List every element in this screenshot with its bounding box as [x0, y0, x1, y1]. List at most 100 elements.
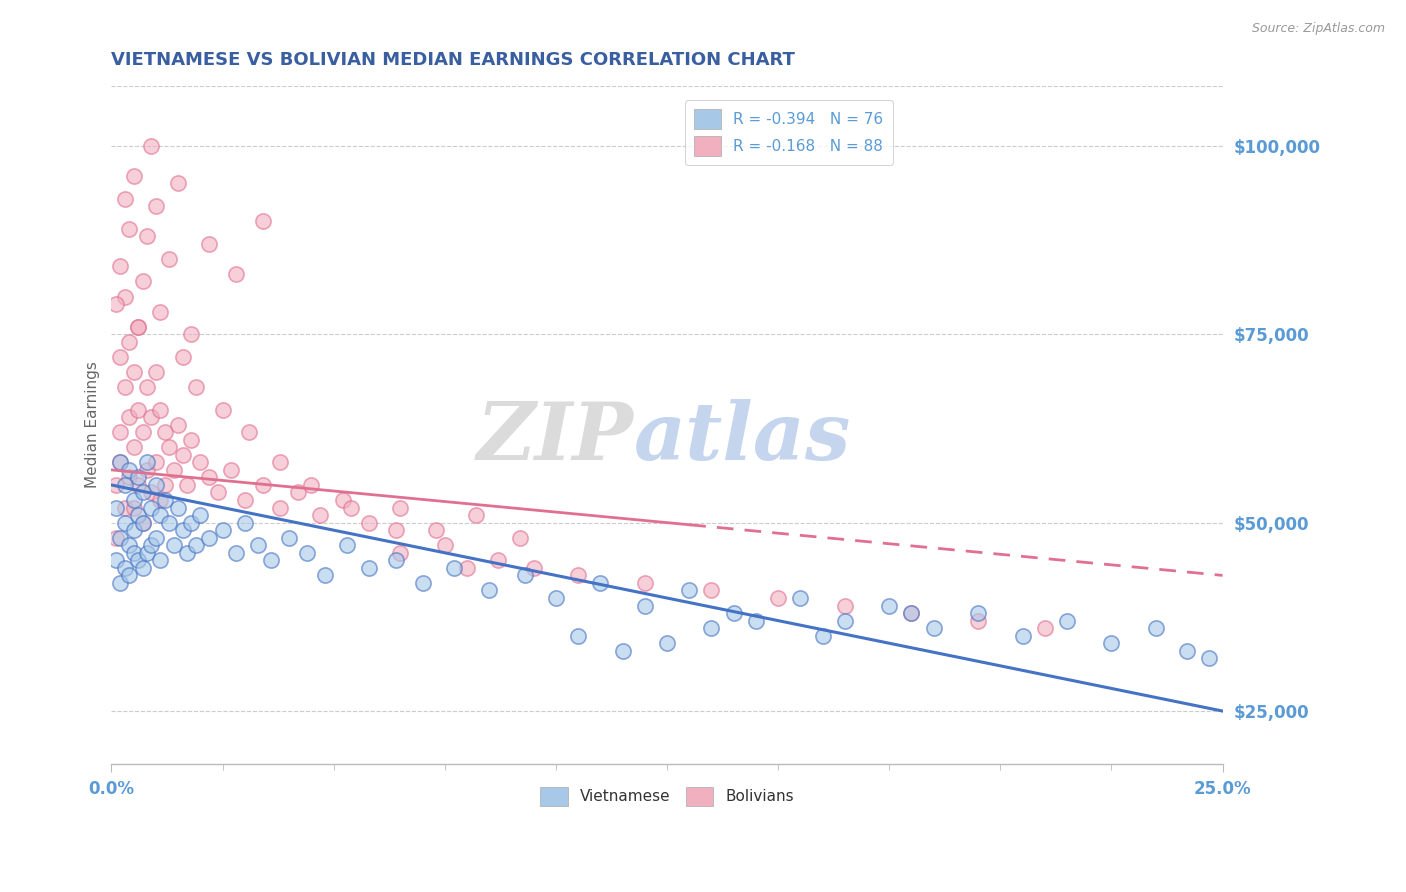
Point	[110, 455, 132, 469]
Point	[634, 599, 657, 613]
Point	[127, 470, 149, 484]
Point	[207, 485, 229, 500]
Point	[233, 493, 256, 508]
Point	[131, 561, 153, 575]
Point	[122, 523, 145, 537]
Point	[299, 478, 322, 492]
Text: atlas: atlas	[634, 400, 851, 477]
Point	[1198, 651, 1220, 665]
Text: VIETNAMESE VS BOLIVIAN MEDIAN EARNINGS CORRELATION CHART: VIETNAMESE VS BOLIVIAN MEDIAN EARNINGS C…	[111, 51, 796, 69]
Point	[211, 402, 233, 417]
Point	[118, 470, 141, 484]
Point	[412, 576, 434, 591]
Point	[486, 553, 509, 567]
Point	[131, 516, 153, 530]
Point	[145, 365, 167, 379]
Point	[188, 455, 211, 469]
Point	[967, 606, 990, 620]
Point	[110, 350, 132, 364]
Point	[157, 252, 180, 266]
Point	[122, 440, 145, 454]
Point	[198, 531, 221, 545]
Point	[332, 493, 354, 508]
Point	[478, 583, 501, 598]
Text: ZIP: ZIP	[477, 400, 634, 477]
Point	[589, 576, 612, 591]
Point	[162, 538, 184, 552]
Point	[567, 629, 589, 643]
Point	[723, 606, 745, 620]
Point	[118, 221, 141, 235]
Point	[252, 478, 274, 492]
Point	[104, 478, 127, 492]
Point	[176, 546, 198, 560]
Point	[509, 531, 531, 545]
Point	[141, 410, 163, 425]
Point	[153, 493, 176, 508]
Point	[127, 402, 149, 417]
Point	[136, 546, 159, 560]
Point	[141, 500, 163, 515]
Point	[176, 478, 198, 492]
Point	[136, 229, 159, 244]
Point	[1101, 636, 1123, 650]
Point	[131, 485, 153, 500]
Point	[433, 538, 456, 552]
Point	[385, 523, 408, 537]
Point	[114, 289, 136, 303]
Point	[122, 546, 145, 560]
Point	[544, 591, 567, 605]
Point	[295, 546, 318, 560]
Point	[922, 621, 945, 635]
Point	[745, 614, 768, 628]
Point	[114, 561, 136, 575]
Point	[114, 478, 136, 492]
Point	[425, 523, 447, 537]
Point	[184, 380, 207, 394]
Point	[118, 568, 141, 582]
Point	[149, 553, 172, 567]
Point	[136, 380, 159, 394]
Y-axis label: Median Earnings: Median Earnings	[86, 361, 100, 488]
Point	[225, 546, 247, 560]
Point	[162, 463, 184, 477]
Point	[634, 576, 657, 591]
Point	[172, 523, 194, 537]
Point	[167, 417, 190, 432]
Point	[766, 591, 789, 605]
Point	[110, 455, 132, 469]
Point	[700, 583, 723, 598]
Point	[309, 508, 332, 522]
Point	[157, 440, 180, 454]
Point	[269, 455, 291, 469]
Point	[1144, 621, 1167, 635]
Point	[131, 425, 153, 440]
Point	[1175, 644, 1198, 658]
Text: Source: ZipAtlas.com: Source: ZipAtlas.com	[1251, 22, 1385, 36]
Point	[149, 508, 172, 522]
Point	[188, 508, 211, 522]
Point	[655, 636, 678, 650]
Point	[167, 177, 190, 191]
Point	[110, 260, 132, 274]
Point	[131, 275, 153, 289]
Point	[114, 500, 136, 515]
Point	[149, 493, 172, 508]
Point	[157, 516, 180, 530]
Point	[247, 538, 270, 552]
Point	[385, 553, 408, 567]
Point	[141, 485, 163, 500]
Point	[114, 192, 136, 206]
Point	[172, 448, 194, 462]
Point	[141, 138, 163, 153]
Point	[1011, 629, 1033, 643]
Point	[523, 561, 546, 575]
Point	[443, 561, 465, 575]
Point	[221, 463, 243, 477]
Point	[198, 236, 221, 251]
Point	[114, 380, 136, 394]
Point	[789, 591, 811, 605]
Point	[180, 433, 202, 447]
Point	[340, 500, 363, 515]
Point	[104, 297, 127, 311]
